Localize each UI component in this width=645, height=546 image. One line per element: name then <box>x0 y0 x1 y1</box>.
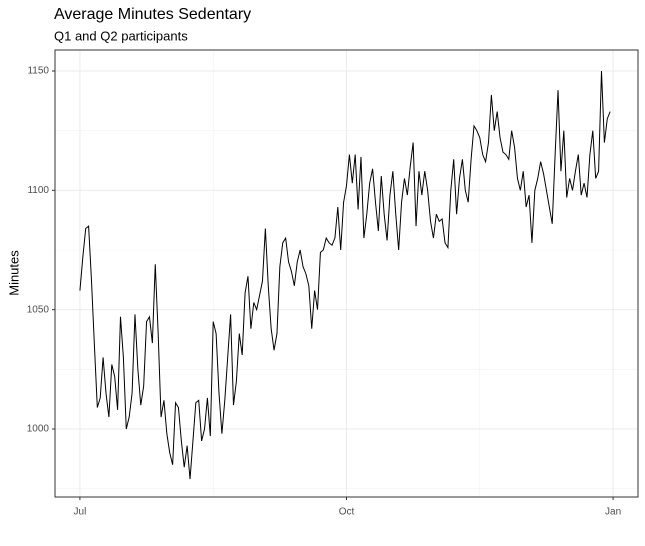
y-tick-label: 1150 <box>27 66 49 77</box>
y-tick-label: 1000 <box>27 424 50 435</box>
chart-title: Average Minutes Sedentary <box>54 6 251 23</box>
x-tick-label: Jan <box>605 507 621 518</box>
chart-subtitle: Q1 and Q2 participants <box>54 28 188 43</box>
data-line <box>79 70 611 480</box>
y-tick-label: 1100 <box>27 185 49 196</box>
y-tick-label: 1050 <box>27 304 50 315</box>
y-axis-label: Minutes <box>6 250 21 296</box>
panel-border <box>54 49 639 498</box>
x-tick-label: Jul <box>74 507 87 518</box>
x-tick-label: Oct <box>339 507 355 518</box>
